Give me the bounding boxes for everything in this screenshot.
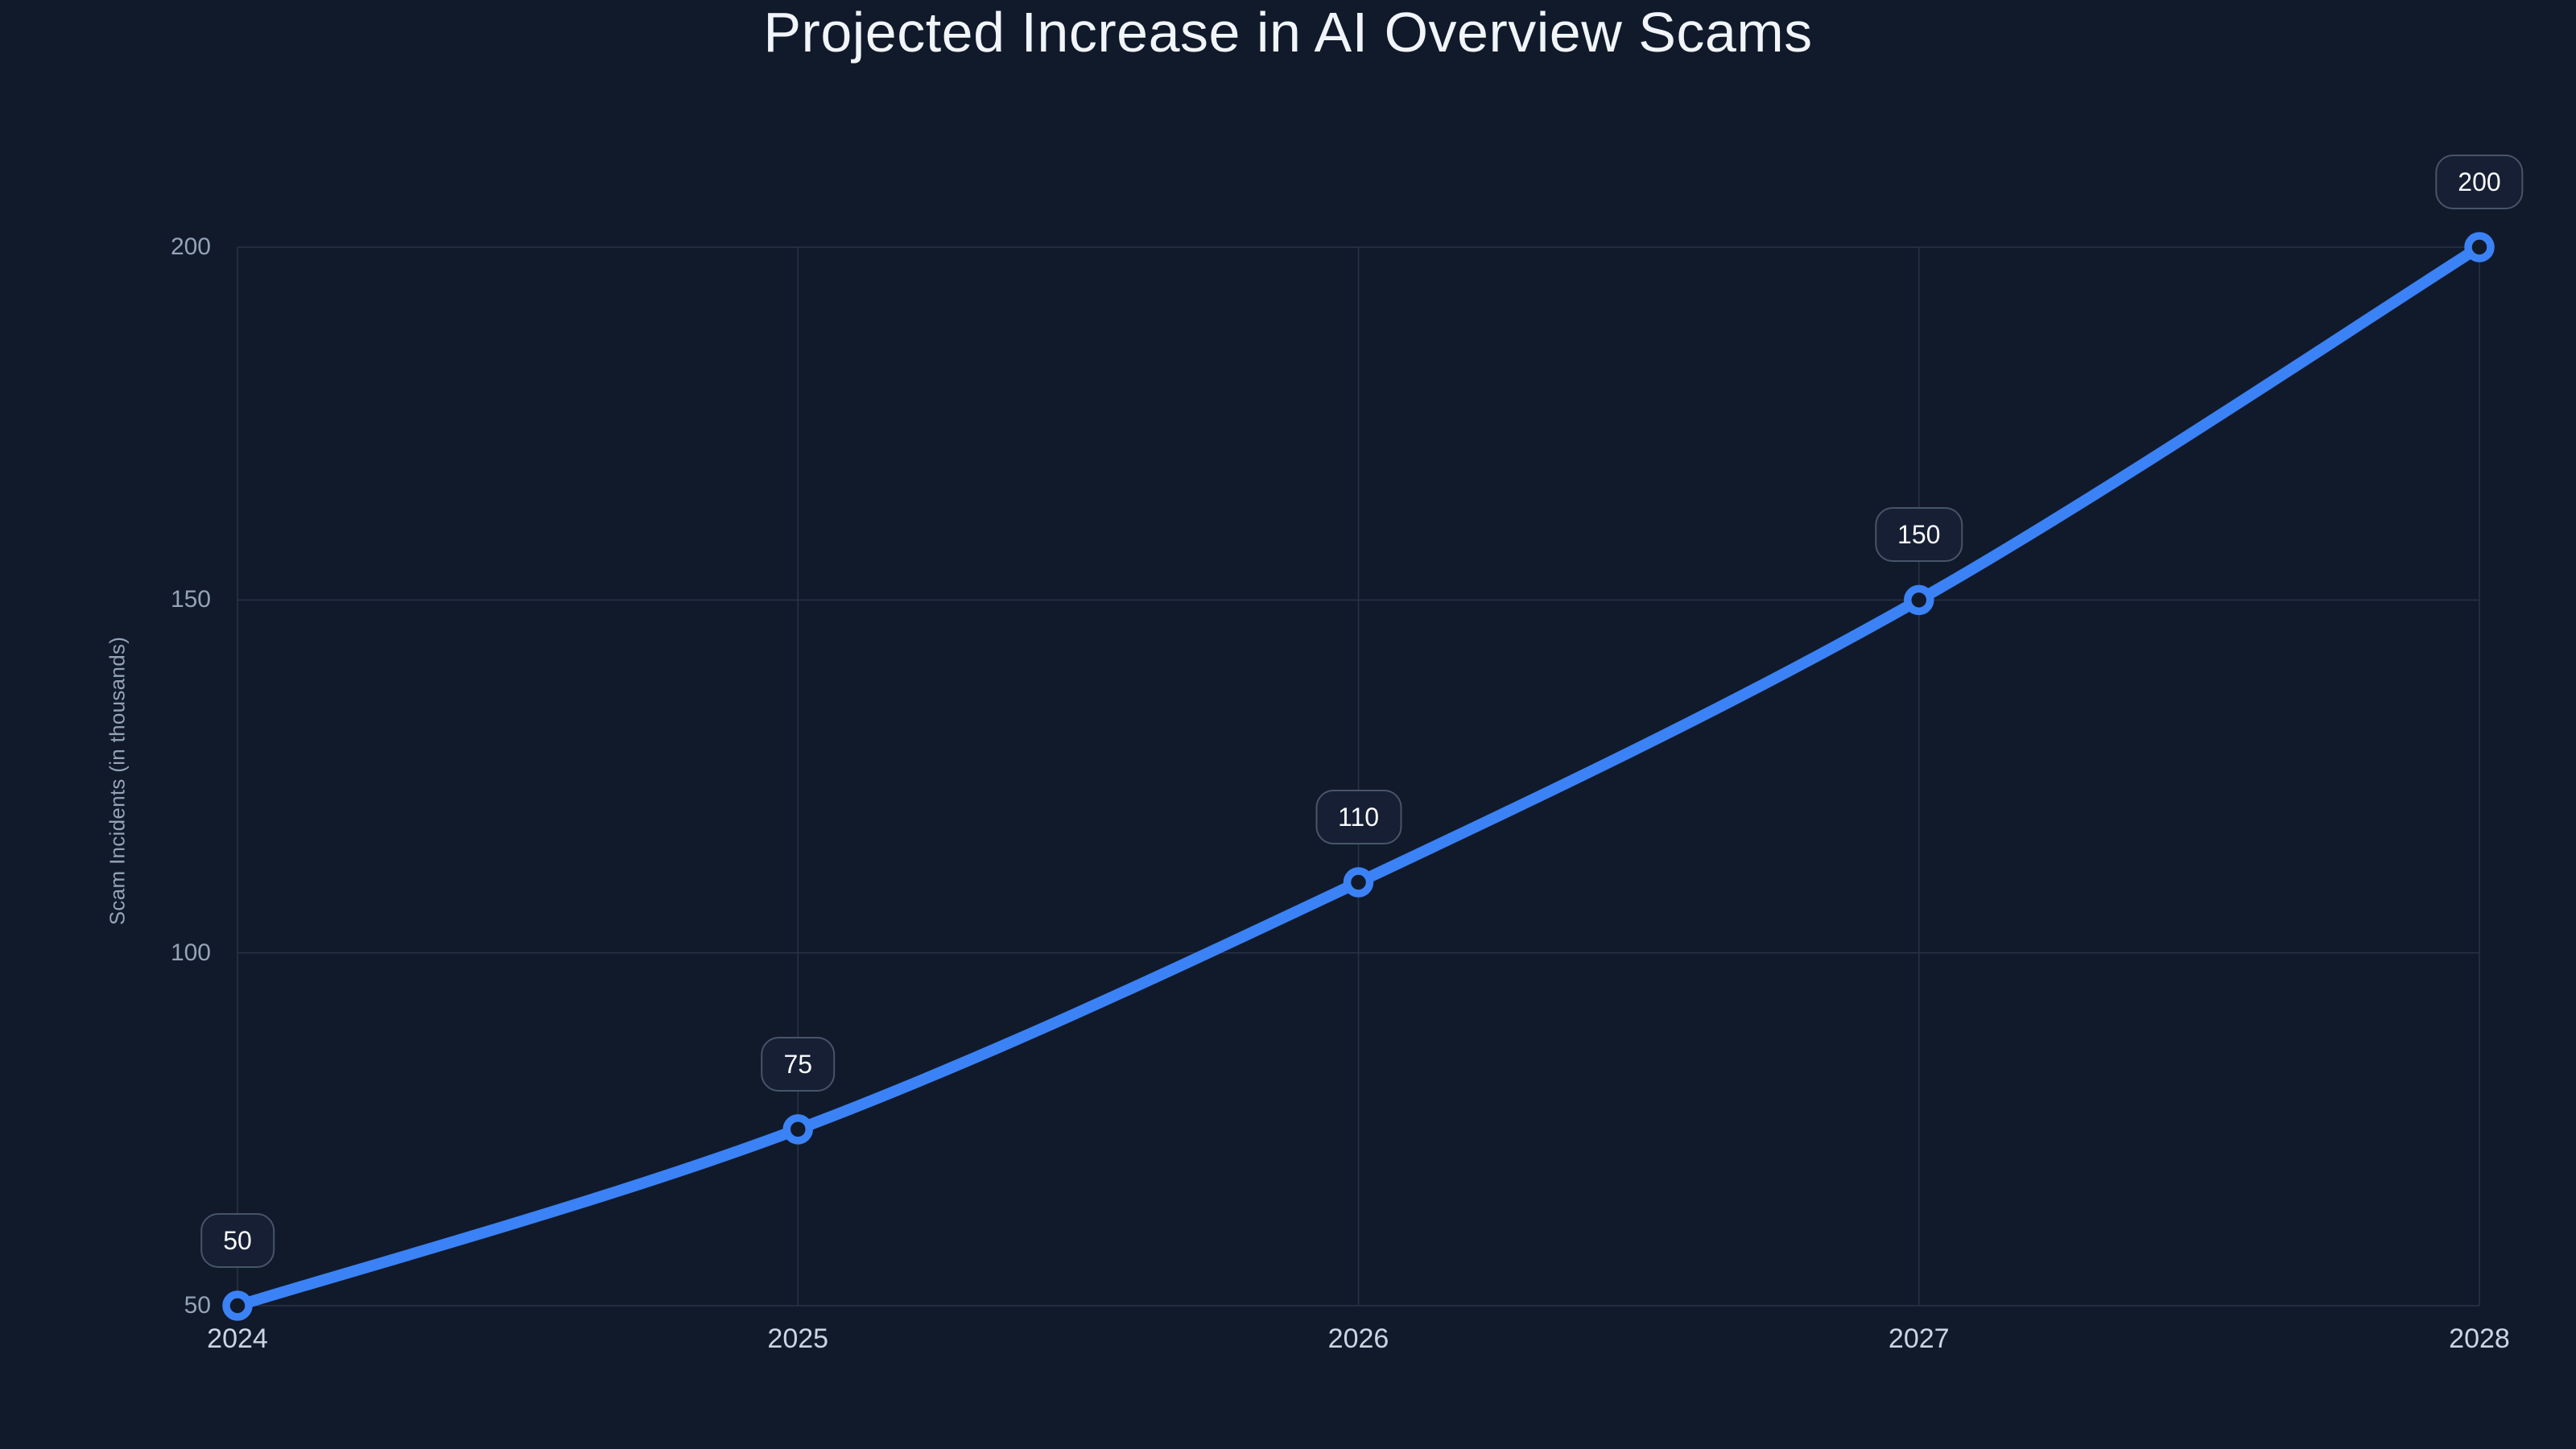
data-label-badge: 50: [200, 1213, 275, 1268]
data-label-badge: 150: [1875, 507, 1963, 563]
x-tick-label: 2026: [1327, 1323, 1389, 1354]
y-tick-label: 200: [170, 233, 211, 260]
y-tick-label: 150: [170, 586, 211, 613]
y-tick-label: 100: [170, 939, 211, 966]
data-point[interactable]: [1343, 867, 1374, 898]
data-label-badge: 75: [761, 1036, 836, 1092]
data-label-badge: 200: [2435, 155, 2524, 209]
data-point[interactable]: [782, 1114, 813, 1145]
data-point[interactable]: [222, 1290, 253, 1321]
x-tick-label: 2024: [207, 1323, 268, 1354]
chart-title: Projected Increase in AI Overview Scams: [763, 1, 1813, 64]
x-tick-label: 2025: [767, 1323, 829, 1354]
x-tick-label: 2028: [2449, 1323, 2510, 1354]
y-tick-label: 50: [184, 1292, 211, 1319]
data-point[interactable]: [1904, 584, 1934, 616]
x-tick-label: 2027: [1888, 1323, 1950, 1354]
data-label-badge: 110: [1315, 790, 1402, 844]
data-point[interactable]: [2464, 232, 2495, 262]
